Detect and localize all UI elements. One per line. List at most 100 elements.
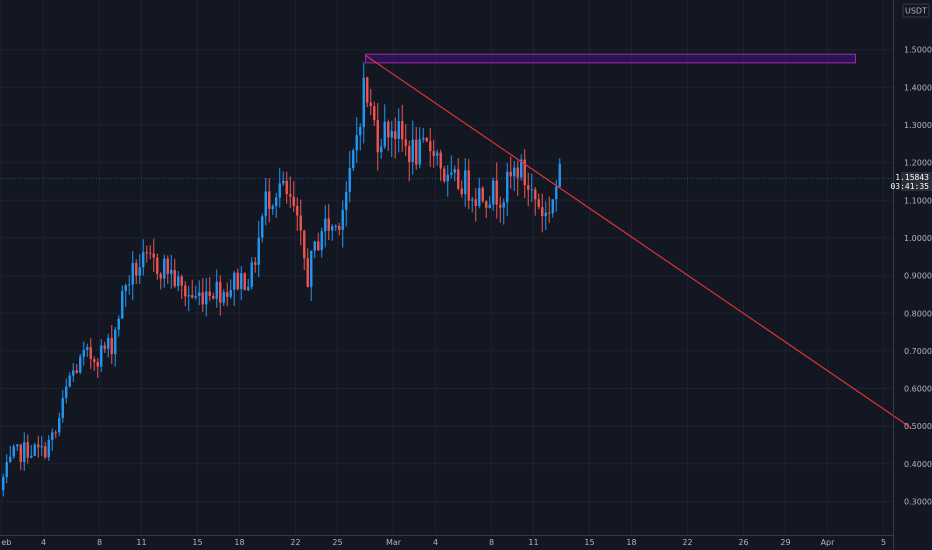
candle-body: [264, 191, 267, 217]
y-tick-label: 1.30000: [904, 121, 932, 130]
candle-body: [425, 137, 428, 142]
candle-body: [93, 359, 96, 363]
candle-body: [380, 146, 383, 153]
candle-body: [299, 215, 302, 231]
candle-body: [443, 168, 446, 182]
candle-body: [40, 446, 43, 448]
candle-body: [243, 273, 246, 291]
candle-body: [72, 370, 75, 376]
candle-body: [117, 318, 120, 330]
candle-body: [404, 139, 407, 147]
candle-body: [75, 370, 78, 373]
x-tick-label: 8: [489, 538, 494, 547]
candle-body: [320, 231, 323, 251]
candle-body: [457, 169, 460, 189]
candle-body: [103, 345, 106, 349]
currency-label-box[interactable]: USDT: [902, 3, 930, 18]
candle-body: [184, 285, 187, 297]
candle-body: [19, 444, 22, 462]
current-price-tag: 1.15843 03:41:35: [890, 172, 932, 191]
candle-body: [282, 180, 285, 184]
x-tick-label: eb: [2, 538, 12, 547]
x-tick-label: 11: [136, 538, 146, 547]
candle-body: [492, 180, 495, 205]
x-tick-label: 18: [234, 538, 244, 547]
candle-body: [303, 230, 306, 259]
candle-body: [499, 204, 502, 208]
candle-body: [310, 250, 313, 287]
candle-body: [82, 350, 85, 357]
x-axis-labels: eb 4 8 11 15 18 22 25 Mar 4 8 11 15 18 22 26 29 Apr 5: [2, 538, 887, 547]
candle-body: [324, 218, 327, 232]
y-tick-label: 1.20000: [904, 159, 932, 168]
candle-body: [502, 202, 505, 208]
candle-body: [429, 141, 432, 152]
candle-body: [488, 204, 491, 208]
candle-body: [58, 418, 61, 433]
candle-body: [250, 262, 253, 287]
candle-body: [100, 345, 103, 367]
candle-body: [390, 131, 393, 138]
candle-body: [5, 461, 8, 478]
candle-body: [152, 253, 155, 258]
candle-body: [205, 291, 208, 305]
candle-body: [96, 362, 99, 367]
candle-body: [352, 150, 355, 169]
trendline[interactable]: [365, 54, 912, 429]
candle-body: [65, 386, 68, 399]
candle-body: [537, 199, 540, 207]
candle-body: [145, 252, 148, 254]
trendline-layer[interactable]: [0, 54, 912, 429]
candle-body: [23, 442, 26, 462]
candle-body: [369, 102, 372, 107]
candle-body: [124, 285, 127, 291]
candle-body: [30, 455, 33, 458]
candle-body: [187, 295, 190, 297]
candle-body: [121, 290, 124, 319]
candle-body: [240, 273, 243, 290]
candle-body: [558, 163, 561, 187]
candle-body: [509, 171, 512, 177]
resistance-zone-layer[interactable]: [365, 53, 856, 64]
candle-body: [278, 183, 281, 198]
price-tag-box: [901, 172, 932, 191]
candle-body: [334, 225, 337, 227]
current-price-label: 1.15843: [895, 173, 929, 182]
x-tick-label: 15: [192, 538, 202, 547]
candle-body: [61, 398, 64, 419]
resistance-zone[interactable]: [365, 53, 856, 64]
candle-body: [54, 432, 57, 434]
candle-body: [450, 172, 453, 175]
grid-lines: [0, 0, 893, 535]
candle-body: [362, 77, 365, 128]
candle-body: [453, 169, 456, 173]
candle-body: [219, 281, 222, 303]
countdown-label: 03:41:35: [890, 182, 929, 191]
candle-body: [68, 375, 71, 387]
candle-body: [548, 212, 551, 214]
candle-body: [418, 139, 421, 165]
candle-body: [86, 347, 89, 351]
candle-body: [383, 121, 386, 147]
candle-body: [471, 199, 474, 201]
candle-body: [376, 120, 379, 153]
candle-body: [292, 196, 295, 206]
candle-body: [474, 199, 477, 206]
candle-body: [331, 226, 334, 231]
candle-body: [516, 167, 519, 178]
candle-body: [12, 446, 15, 457]
candle-body: [355, 135, 358, 151]
candles-layer: [2, 62, 561, 497]
candle-body: [166, 258, 169, 274]
candle-body: [436, 152, 439, 156]
